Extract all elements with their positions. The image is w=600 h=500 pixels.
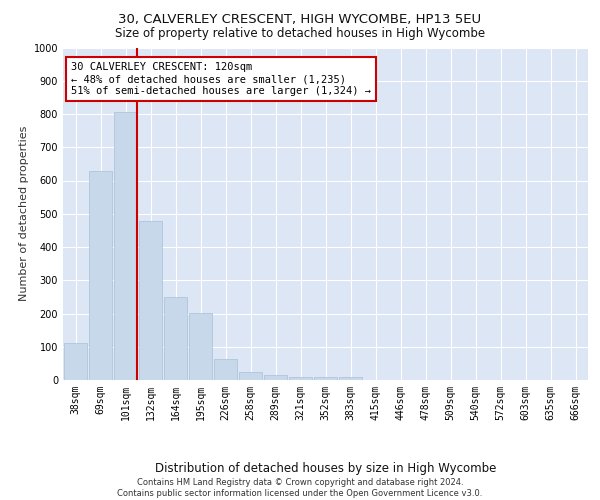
- Bar: [114, 112, 137, 380]
- X-axis label: Distribution of detached houses by size in High Wycombe: Distribution of detached houses by size …: [155, 462, 496, 475]
- Text: 30, CALVERLEY CRESCENT, HIGH WYCOMBE, HP13 5EU: 30, CALVERLEY CRESCENT, HIGH WYCOMBE, HP…: [118, 12, 482, 26]
- Text: Size of property relative to detached houses in High Wycombe: Size of property relative to detached ho…: [115, 28, 485, 40]
- Bar: [139, 221, 162, 380]
- Bar: [64, 344, 87, 380]
- Y-axis label: Number of detached properties: Number of detached properties: [19, 126, 29, 302]
- Bar: [264, 375, 287, 380]
- Bar: [314, 376, 337, 380]
- Bar: [89, 170, 112, 380]
- Bar: [289, 376, 312, 380]
- Bar: [214, 360, 237, 380]
- Bar: [189, 312, 212, 380]
- Bar: [339, 376, 362, 380]
- Bar: [164, 297, 187, 380]
- Text: Contains HM Land Registry data © Crown copyright and database right 2024.
Contai: Contains HM Land Registry data © Crown c…: [118, 478, 482, 498]
- Bar: [239, 372, 262, 380]
- Text: 30 CALVERLEY CRESCENT: 120sqm
← 48% of detached houses are smaller (1,235)
51% o: 30 CALVERLEY CRESCENT: 120sqm ← 48% of d…: [71, 62, 371, 96]
